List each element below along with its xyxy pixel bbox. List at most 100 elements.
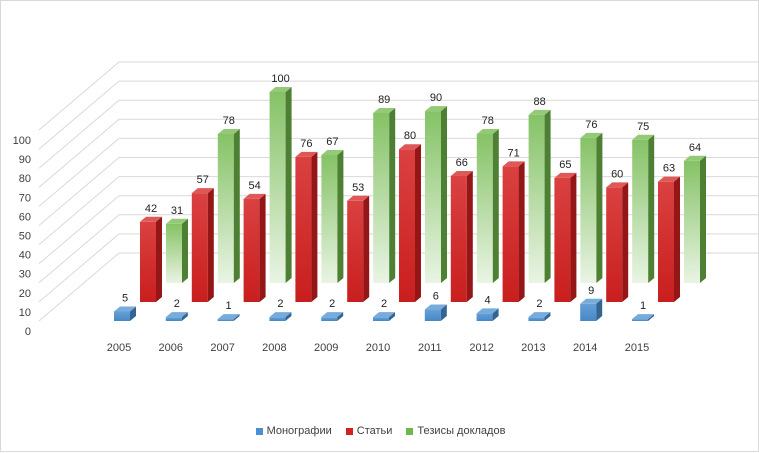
bar xyxy=(373,113,390,283)
data-label: 2 xyxy=(277,298,283,310)
data-label: 4 xyxy=(485,294,491,306)
bar-top xyxy=(450,170,473,176)
x-axis: 2005 2006 2007 2008 2009 2010 2011 2012 2013 2014… xyxy=(107,342,649,354)
bar-top xyxy=(295,151,318,157)
bar-side xyxy=(492,129,499,283)
bar-top xyxy=(658,176,680,182)
x-tick-label: 2009 xyxy=(314,342,338,354)
x-tick-label: 2008 xyxy=(262,342,286,354)
bar-side xyxy=(285,87,292,283)
data-label: 1 xyxy=(640,300,646,312)
gridlines xyxy=(38,61,759,322)
bar-side xyxy=(337,312,344,321)
bar-top xyxy=(191,188,214,194)
bar xyxy=(606,187,623,302)
data-label: 2 xyxy=(329,298,335,310)
bar-top xyxy=(424,304,447,310)
bar-side xyxy=(700,155,706,283)
data-label: 42 xyxy=(145,203,157,215)
bar-side xyxy=(415,144,421,302)
data-label: 78 xyxy=(223,115,235,127)
x-tick-label: 2012 xyxy=(469,342,493,354)
data-label: 2 xyxy=(536,298,542,310)
bar xyxy=(269,317,286,321)
bar-side xyxy=(233,314,240,321)
bar xyxy=(476,313,493,321)
data-label: 76 xyxy=(300,138,312,150)
bar xyxy=(114,311,130,321)
bar-side xyxy=(622,182,629,302)
x-tick-label: 2005 xyxy=(107,342,131,354)
series-1: 5 2 1 2 2 2 6 4 2 9 1 xyxy=(114,285,654,321)
bar-side xyxy=(492,308,499,321)
data-label: 53 xyxy=(352,182,364,194)
y-axis: 0 10 20 30 40 50 60 70 80 90 100 xyxy=(13,135,31,338)
x-tick-label: 2013 xyxy=(521,342,545,354)
data-label: 100 xyxy=(271,73,289,85)
bar xyxy=(373,317,389,321)
bar-top xyxy=(528,312,551,318)
bar xyxy=(554,177,571,302)
gridline xyxy=(38,99,759,169)
bar-top xyxy=(321,150,344,156)
bar xyxy=(632,319,648,321)
bar-side xyxy=(518,161,525,302)
data-label: 89 xyxy=(378,94,390,106)
bar-side xyxy=(259,193,266,302)
x-tick-label: 2011 xyxy=(418,342,442,354)
data-label: 71 xyxy=(507,147,519,159)
y-tick-label: 60 xyxy=(19,211,31,223)
bar xyxy=(166,223,182,283)
x-tick-label: 2010 xyxy=(366,342,390,354)
bar-side xyxy=(596,298,603,321)
gridline xyxy=(38,61,759,131)
data-label: 64 xyxy=(689,142,701,154)
bar xyxy=(684,160,700,283)
x-tick-label: 2014 xyxy=(573,342,597,354)
data-label: 2 xyxy=(174,298,180,310)
data-label: 6 xyxy=(433,291,439,303)
bar xyxy=(425,111,441,283)
bar xyxy=(321,317,338,321)
bar xyxy=(165,317,182,321)
y-tick-label: 80 xyxy=(19,173,31,185)
bar-side xyxy=(466,170,473,302)
y-tick-label: 0 xyxy=(25,326,31,338)
bar-side xyxy=(648,314,654,321)
series-2: 42 57 54 76 53 80 66 71 65 60 63 xyxy=(140,130,680,302)
bar xyxy=(321,155,338,283)
bar-side xyxy=(363,195,370,302)
legend-item-series-1: Монографии xyxy=(255,425,332,437)
y-tick-label: 100 xyxy=(13,135,31,147)
bar-side xyxy=(389,312,395,321)
bar-side xyxy=(130,306,136,321)
data-label: 1 xyxy=(226,300,232,312)
gridline xyxy=(38,80,759,150)
bar-top xyxy=(140,216,162,222)
bar xyxy=(399,149,415,302)
data-label: 80 xyxy=(404,130,416,142)
legend-swatch-series-2 xyxy=(345,427,353,435)
data-label: 60 xyxy=(611,168,623,180)
bar xyxy=(140,221,156,302)
bar-side xyxy=(156,216,162,302)
bar-side xyxy=(441,106,447,283)
bar-side xyxy=(181,312,188,321)
bar xyxy=(580,303,597,321)
bar-top xyxy=(347,195,370,201)
y-tick-label: 10 xyxy=(19,307,31,319)
bar xyxy=(191,193,208,302)
bar-top xyxy=(166,218,188,224)
data-label: 75 xyxy=(637,121,649,133)
bar-side xyxy=(596,132,603,283)
bar-top xyxy=(217,129,240,135)
bar-top xyxy=(321,312,344,318)
legend-item-series-2: Статьи xyxy=(345,425,392,437)
bar-top xyxy=(217,314,240,320)
bar-side xyxy=(337,150,344,283)
bar xyxy=(217,134,234,283)
legend-item-series-3: Тезисы докладов xyxy=(406,425,505,437)
bar xyxy=(476,134,493,283)
